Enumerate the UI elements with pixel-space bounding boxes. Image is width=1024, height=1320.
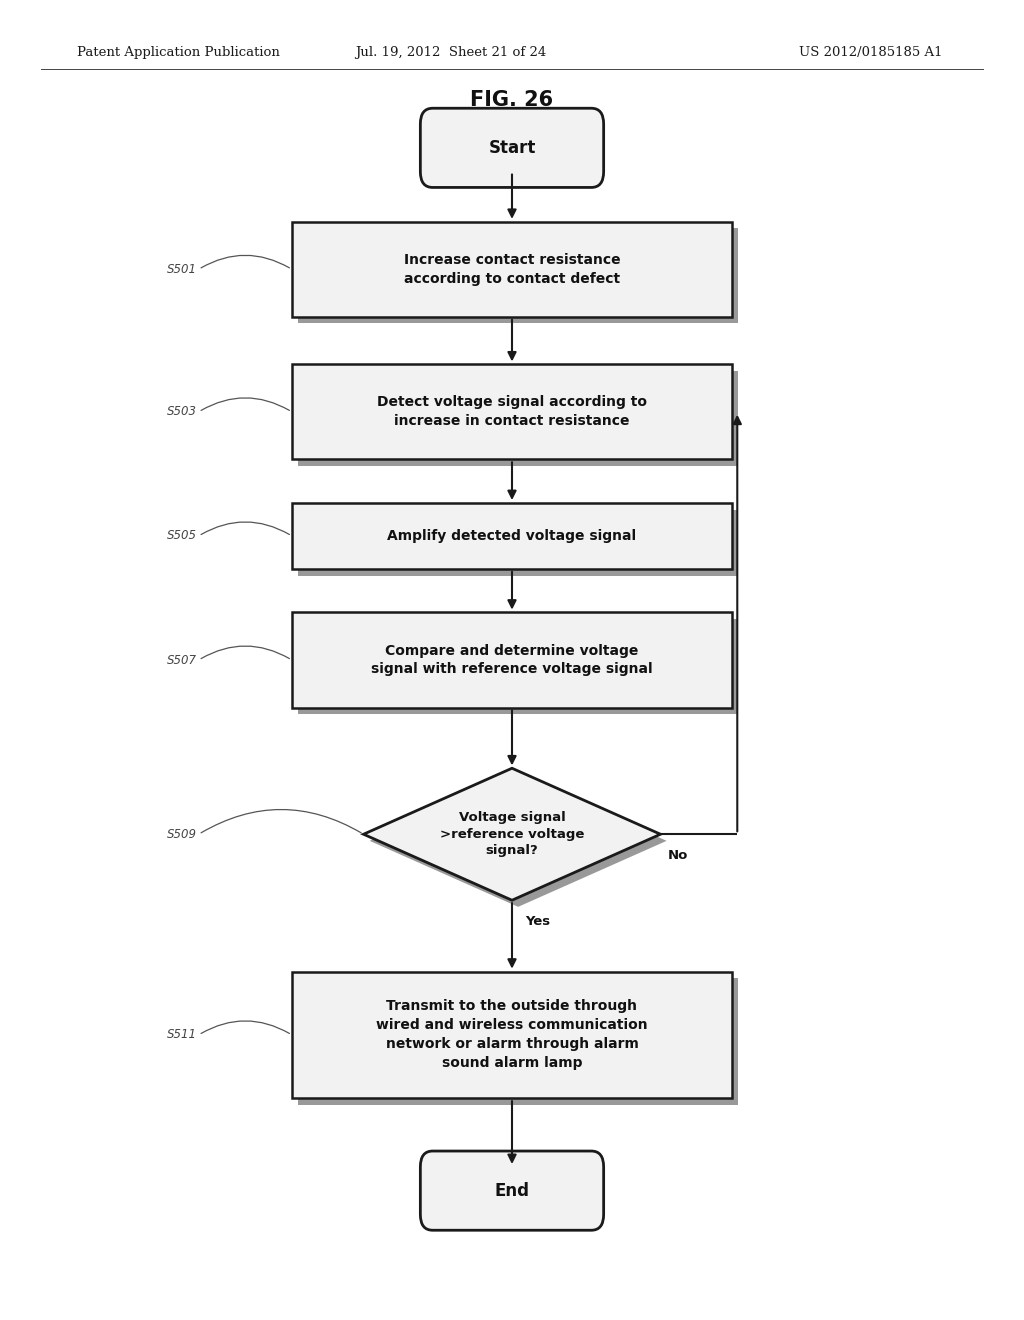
Text: S501: S501 xyxy=(167,263,197,276)
Polygon shape xyxy=(364,768,660,900)
Bar xyxy=(298,619,738,714)
Bar xyxy=(292,972,732,1098)
Text: Yes: Yes xyxy=(525,915,551,928)
Bar xyxy=(298,371,738,466)
Text: S511: S511 xyxy=(167,1028,197,1041)
Text: S509: S509 xyxy=(167,828,197,841)
Bar xyxy=(292,503,732,569)
FancyBboxPatch shape xyxy=(420,108,603,187)
Text: Increase contact resistance
according to contact defect: Increase contact resistance according to… xyxy=(403,253,621,285)
Text: Jul. 19, 2012  Sheet 21 of 24: Jul. 19, 2012 Sheet 21 of 24 xyxy=(355,46,546,59)
Text: S503: S503 xyxy=(167,405,197,418)
Bar xyxy=(292,364,732,459)
Text: Voltage signal
>reference voltage
signal?: Voltage signal >reference voltage signal… xyxy=(440,812,584,857)
Bar xyxy=(298,228,738,323)
Text: Transmit to the outside through
wired and wireless communication
network or alar: Transmit to the outside through wired an… xyxy=(376,999,648,1071)
Text: End: End xyxy=(495,1181,529,1200)
Text: Detect voltage signal according to
increase in contact resistance: Detect voltage signal according to incre… xyxy=(377,396,647,428)
Bar xyxy=(292,612,732,708)
Text: US 2012/0185185 A1: US 2012/0185185 A1 xyxy=(799,46,942,59)
Text: No: No xyxy=(668,849,688,862)
Bar xyxy=(298,510,738,576)
Text: FIG. 26: FIG. 26 xyxy=(470,90,554,111)
Text: Start: Start xyxy=(488,139,536,157)
Text: S505: S505 xyxy=(167,529,197,543)
Bar xyxy=(298,978,738,1105)
Text: Compare and determine voltage
signal with reference voltage signal: Compare and determine voltage signal wit… xyxy=(371,644,653,676)
Text: Patent Application Publication: Patent Application Publication xyxy=(77,46,280,59)
Text: Amplify detected voltage signal: Amplify detected voltage signal xyxy=(387,529,637,543)
Text: S507: S507 xyxy=(167,653,197,667)
Polygon shape xyxy=(370,775,667,907)
FancyBboxPatch shape xyxy=(420,1151,603,1230)
Bar xyxy=(292,222,732,317)
